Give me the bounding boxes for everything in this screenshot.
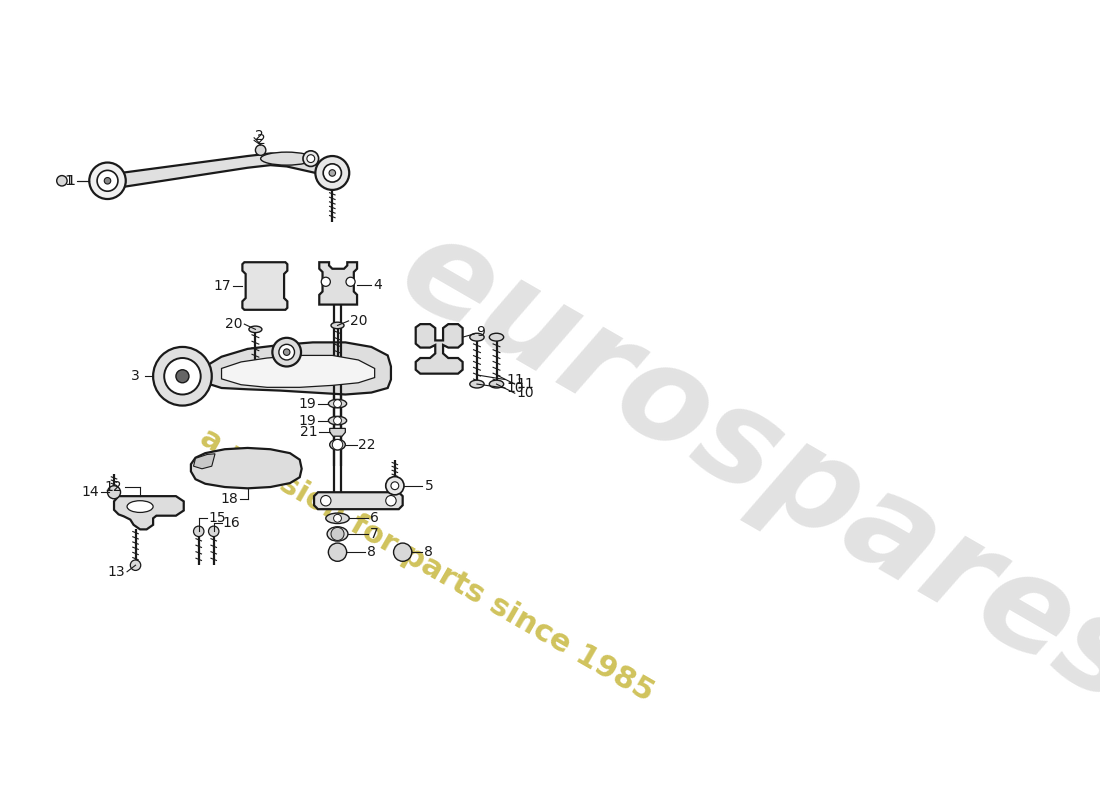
Ellipse shape (326, 513, 349, 523)
Polygon shape (206, 342, 390, 394)
Text: 20: 20 (224, 317, 242, 331)
Ellipse shape (329, 416, 346, 425)
Polygon shape (242, 262, 287, 310)
Circle shape (394, 543, 411, 562)
Ellipse shape (490, 380, 504, 388)
Circle shape (279, 344, 295, 360)
Circle shape (89, 162, 125, 199)
Polygon shape (114, 496, 184, 530)
Text: 8: 8 (425, 545, 433, 559)
Ellipse shape (490, 334, 504, 341)
Text: 11: 11 (507, 373, 525, 386)
Circle shape (302, 151, 319, 166)
Text: 1: 1 (64, 174, 73, 188)
Circle shape (316, 156, 349, 190)
Text: 2: 2 (257, 134, 266, 147)
Ellipse shape (394, 548, 411, 557)
Circle shape (153, 347, 212, 406)
Ellipse shape (329, 548, 346, 557)
Circle shape (104, 178, 111, 184)
Text: 8: 8 (366, 545, 376, 559)
Text: 11: 11 (517, 377, 535, 391)
Text: 10: 10 (507, 381, 525, 395)
Circle shape (323, 164, 341, 182)
Text: 1: 1 (66, 174, 75, 188)
Text: a passion for parts since 1985: a passion for parts since 1985 (196, 423, 659, 707)
Text: 17: 17 (213, 279, 231, 294)
Polygon shape (315, 492, 403, 509)
Polygon shape (194, 454, 214, 469)
Circle shape (332, 439, 343, 450)
Text: 6: 6 (370, 511, 379, 526)
Circle shape (386, 495, 396, 506)
Text: 14: 14 (81, 486, 99, 499)
Circle shape (130, 560, 141, 570)
Ellipse shape (261, 152, 312, 165)
Circle shape (320, 495, 331, 506)
Circle shape (176, 370, 189, 382)
Polygon shape (330, 428, 345, 436)
Ellipse shape (470, 380, 484, 388)
Text: 5: 5 (425, 478, 433, 493)
Circle shape (333, 514, 341, 522)
Text: 15: 15 (209, 511, 227, 526)
Circle shape (333, 400, 341, 407)
Circle shape (329, 543, 346, 562)
Circle shape (255, 145, 266, 155)
Text: 16: 16 (223, 516, 241, 530)
Polygon shape (191, 448, 301, 488)
Text: 22: 22 (359, 438, 376, 452)
Circle shape (97, 170, 118, 191)
Text: 3: 3 (131, 370, 140, 383)
Text: 4: 4 (373, 278, 382, 292)
Text: eurospares: eurospares (378, 204, 1100, 731)
Text: 13: 13 (108, 565, 125, 578)
Text: 20: 20 (350, 314, 367, 328)
Ellipse shape (330, 439, 345, 450)
Text: 2: 2 (255, 130, 264, 143)
Polygon shape (319, 262, 358, 305)
Circle shape (164, 358, 200, 394)
Circle shape (386, 477, 404, 495)
Circle shape (307, 154, 315, 162)
Circle shape (57, 175, 67, 186)
Circle shape (331, 527, 344, 541)
Ellipse shape (329, 399, 346, 408)
Text: 10: 10 (517, 386, 535, 400)
Circle shape (209, 526, 219, 537)
Text: 19: 19 (298, 397, 316, 410)
Text: 12: 12 (104, 480, 122, 494)
Circle shape (321, 278, 330, 286)
Text: 7: 7 (370, 527, 378, 541)
Circle shape (108, 486, 121, 498)
Ellipse shape (327, 526, 348, 541)
Text: 9: 9 (475, 325, 484, 339)
Polygon shape (221, 355, 375, 387)
Circle shape (273, 338, 301, 366)
Text: 19: 19 (298, 414, 316, 427)
Circle shape (284, 349, 290, 355)
Circle shape (346, 278, 355, 286)
Text: 18: 18 (220, 492, 238, 506)
Polygon shape (416, 324, 463, 374)
Circle shape (329, 170, 336, 176)
Ellipse shape (249, 326, 262, 333)
Circle shape (333, 417, 341, 425)
Text: 21: 21 (299, 426, 317, 439)
Circle shape (194, 526, 204, 537)
Ellipse shape (331, 322, 344, 329)
Polygon shape (121, 154, 339, 187)
Ellipse shape (470, 334, 484, 341)
Circle shape (390, 482, 399, 490)
Ellipse shape (128, 501, 153, 513)
